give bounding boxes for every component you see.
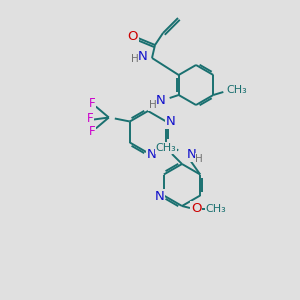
Text: N: N xyxy=(186,148,196,161)
Text: F: F xyxy=(88,97,95,110)
Text: O: O xyxy=(191,202,201,214)
Text: O: O xyxy=(128,29,138,43)
Text: N: N xyxy=(156,94,166,107)
Text: CH₃: CH₃ xyxy=(206,204,226,214)
Text: F: F xyxy=(88,125,95,138)
Text: F: F xyxy=(86,112,93,125)
Text: N: N xyxy=(155,190,165,203)
Text: CH₃: CH₃ xyxy=(226,85,247,95)
Text: CH₃: CH₃ xyxy=(156,143,176,153)
Text: H: H xyxy=(149,100,157,110)
Text: H: H xyxy=(131,54,139,64)
Text: N: N xyxy=(138,50,148,62)
Text: H: H xyxy=(195,154,203,164)
Text: N: N xyxy=(165,115,175,128)
Text: N: N xyxy=(147,148,157,160)
